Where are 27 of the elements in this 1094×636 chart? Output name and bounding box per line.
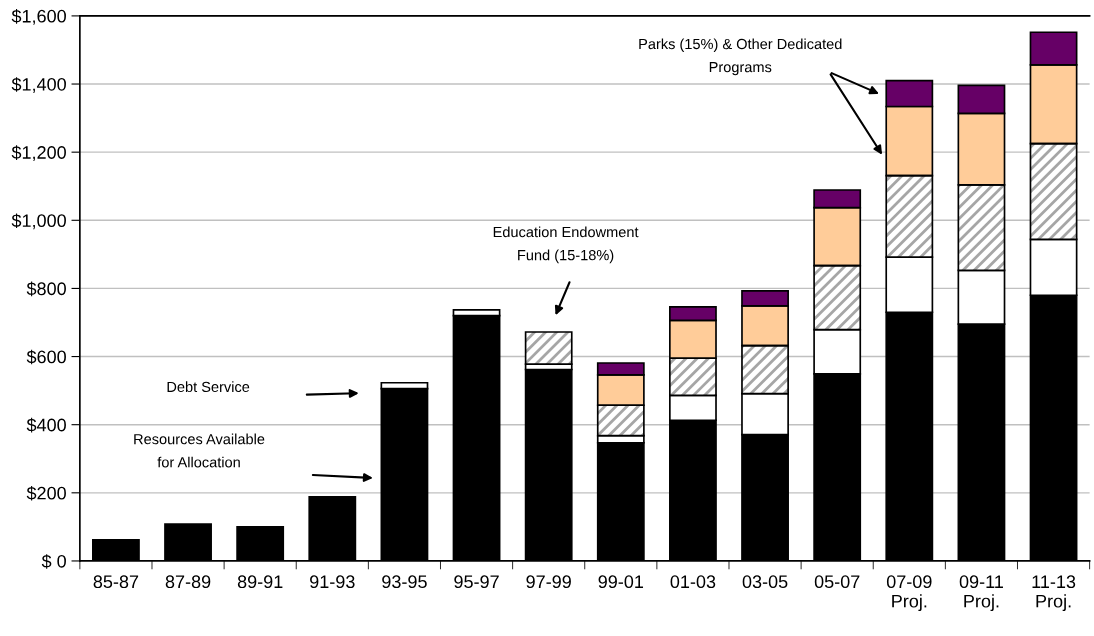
y-tick-label: $1,200 bbox=[11, 145, 66, 162]
x-tick-label: 87-89 bbox=[165, 575, 211, 589]
x-tick-label: 85-87 bbox=[93, 575, 139, 589]
annotation: Education Endowment Fund (15-18%) bbox=[493, 226, 639, 264]
x-tick-label: 01-03 bbox=[670, 575, 716, 589]
y-tick-label: $1,600 bbox=[11, 9, 66, 25]
y-tick-label: $ 0 bbox=[41, 554, 66, 569]
y-tick-label: $800 bbox=[26, 281, 66, 297]
annotation: Resources Available for Allocation bbox=[134, 433, 265, 468]
x-tick-label: 93-95 bbox=[382, 575, 427, 589]
x-tick-label: 09-11 Proj. bbox=[959, 575, 1003, 612]
y-tick-label: $400 bbox=[26, 417, 66, 433]
x-tick-label: 05-07 bbox=[814, 575, 860, 589]
x-tick-label: 97-99 bbox=[526, 575, 571, 589]
y-tick-label: $200 bbox=[26, 486, 66, 501]
x-tick-label: 95-97 bbox=[454, 575, 499, 589]
y-tick-label: $1,000 bbox=[11, 213, 66, 230]
x-tick-label: 99-01 bbox=[598, 575, 644, 589]
x-tick-label: 11-13 Proj. bbox=[1032, 575, 1076, 612]
annotation: Parks (15%) & Other Dedicated Programs bbox=[639, 38, 842, 76]
y-tick-label: $600 bbox=[26, 349, 66, 365]
x-tick-label: 89-91 bbox=[237, 575, 283, 589]
x-tick-label: 03-05 bbox=[742, 575, 788, 589]
x-tick-label: 91-93 bbox=[310, 575, 355, 589]
y-tick-label: $1,400 bbox=[11, 77, 66, 93]
x-tick-label: 07-09 Proj. bbox=[886, 575, 932, 612]
annotation: Debt Service bbox=[167, 381, 250, 393]
